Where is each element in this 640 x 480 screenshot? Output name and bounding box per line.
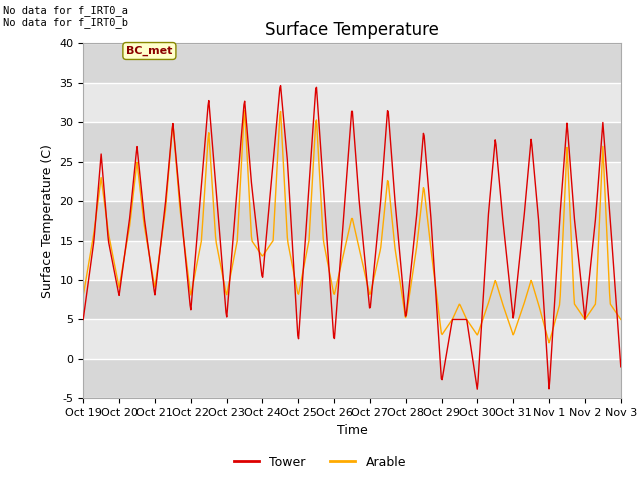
Tower [227, 258, 235, 264]
Tower [474, 386, 481, 392]
Arable [418, 198, 426, 204]
Arable [241, 108, 248, 113]
Tower [617, 364, 625, 370]
Legend: Tower, Arable: Tower, Arable [229, 451, 411, 474]
Tower [79, 317, 87, 323]
Line: Arable: Arable [83, 110, 621, 343]
Bar [83, 280, 621, 320]
Bar [83, 359, 621, 398]
Tower [418, 149, 426, 155]
Bar [83, 43, 621, 83]
Title: Surface Temperature: Surface Temperature [265, 21, 439, 39]
Arable [89, 236, 97, 241]
Tower [276, 83, 284, 89]
Arable [145, 246, 152, 252]
X-axis label: Time: Time [337, 424, 367, 437]
Arable [434, 300, 442, 306]
Tower [434, 318, 442, 324]
Tower [89, 245, 97, 251]
Y-axis label: Surface Temperature (C): Surface Temperature (C) [41, 144, 54, 298]
Tower [145, 244, 152, 250]
Arable [79, 293, 87, 299]
Arable [545, 340, 553, 346]
Arable [199, 216, 207, 222]
Bar [83, 201, 621, 240]
Tower [199, 166, 207, 172]
Arable [617, 317, 625, 323]
Bar [83, 122, 621, 162]
Text: BC_met: BC_met [126, 46, 173, 56]
Text: No data for f_IRT0_a
No data for f_IRT0_b: No data for f_IRT0_a No data for f_IRT0_… [3, 5, 128, 28]
Line: Tower: Tower [83, 86, 621, 389]
Arable [227, 269, 235, 275]
